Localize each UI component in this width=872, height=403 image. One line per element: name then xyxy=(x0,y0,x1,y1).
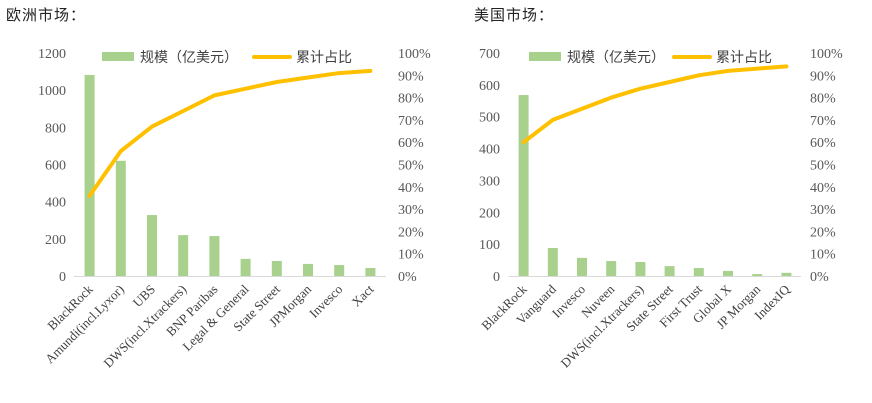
bar xyxy=(577,257,587,276)
right-axis-tick: 30% xyxy=(398,203,424,218)
bar xyxy=(334,265,345,276)
bar xyxy=(115,160,126,276)
left-axis-tick: 200 xyxy=(45,233,66,248)
right-axis-tick: 100% xyxy=(398,47,431,62)
bar xyxy=(664,266,675,276)
left-axis-tick: 400 xyxy=(45,196,66,211)
legend-line-label: 累计占比 xyxy=(296,50,352,66)
bar xyxy=(693,268,704,276)
europe-chart-panel: 欧洲市场： 0 200 400 600 800 1000 1200 0% 10% 20% 30% 40… xyxy=(6,6,431,370)
legend-line-label: 累计占比 xyxy=(716,50,772,66)
bar xyxy=(84,74,95,276)
right-axis-tick: 80% xyxy=(810,92,836,107)
right-axis-tick: 10% xyxy=(398,248,424,263)
left-axis-tick: 100 xyxy=(479,238,500,253)
right-axis-tick: 90% xyxy=(398,69,424,84)
bar xyxy=(303,263,313,276)
left-axis-tick: 1000 xyxy=(38,84,66,99)
right-axis-tick: 90% xyxy=(810,69,836,84)
right-axis-tick: 80% xyxy=(398,92,424,107)
bar xyxy=(635,261,646,276)
us-chart-panel: 美国市场： 0 100 200 300 400 500 600 700 0% 10% 20% 30% 4… xyxy=(436,0,872,403)
right-axis-tick: 100% xyxy=(810,47,843,62)
right-axis-tick: 70% xyxy=(810,114,836,129)
left-axis-tick: 600 xyxy=(479,79,500,94)
right-axis-tick: 10% xyxy=(810,248,836,263)
left-axis-tick: 700 xyxy=(479,47,500,62)
europe-pareto-chart: 0 200 400 600 800 1000 1200 0% 10% 20% 30% 40% 50% 60… xyxy=(38,47,431,370)
legend-bar-swatch xyxy=(529,52,561,61)
right-axis-tick: 20% xyxy=(810,225,836,240)
left-axis-tick: 0 xyxy=(493,270,500,285)
bar xyxy=(147,215,157,276)
cumulative-line xyxy=(87,68,373,198)
right-axis-tick: 20% xyxy=(398,225,424,240)
right-axis-tick: 0% xyxy=(810,270,829,285)
right-axis-tick: 0% xyxy=(398,270,417,285)
left-axis-tick: 1200 xyxy=(38,47,66,62)
right-axis-tick: 60% xyxy=(810,136,836,151)
us-chart-title: 美国市场： xyxy=(474,6,555,24)
left-axis-tick: 200 xyxy=(479,206,500,221)
bar xyxy=(178,235,189,276)
bar xyxy=(271,260,282,276)
bar xyxy=(209,236,220,276)
right-axis-tick: 40% xyxy=(810,181,836,196)
bar xyxy=(723,270,733,276)
left-axis-tick: 800 xyxy=(45,121,66,136)
right-axis-tick: 30% xyxy=(810,203,836,218)
right-axis-tick: 60% xyxy=(398,136,424,151)
right-axis-tick: 70% xyxy=(398,114,424,129)
bar xyxy=(240,258,251,276)
legend-bar-swatch xyxy=(102,52,134,61)
left-axis-tick: 600 xyxy=(45,159,66,174)
bar xyxy=(547,247,558,276)
left-axis-tick: 400 xyxy=(479,143,500,158)
right-axis-tick: 50% xyxy=(810,159,836,174)
europe-chart-title: 欧洲市场： xyxy=(6,6,87,24)
category-label: Invesco xyxy=(306,282,345,321)
cumulative-line xyxy=(521,64,789,145)
right-axis-tick: 50% xyxy=(398,159,424,174)
right-axis-tick: 40% xyxy=(398,181,424,196)
left-axis-tick: 0 xyxy=(59,270,66,285)
bar xyxy=(781,272,792,276)
legend-bar-label: 规模（亿美元） xyxy=(140,50,238,66)
legend-bar-label: 规模（亿美元） xyxy=(567,50,665,66)
left-axis-tick: 500 xyxy=(479,111,500,126)
bar xyxy=(518,95,529,277)
category-label: Xact xyxy=(349,281,377,309)
bar xyxy=(606,261,617,276)
bar xyxy=(365,268,376,276)
bar xyxy=(752,274,763,276)
left-axis-tick: 300 xyxy=(479,174,500,189)
us-pareto-chart: 0 100 200 300 400 500 600 700 0% 10% 20% 30% 40% 50% 6… xyxy=(478,47,843,370)
